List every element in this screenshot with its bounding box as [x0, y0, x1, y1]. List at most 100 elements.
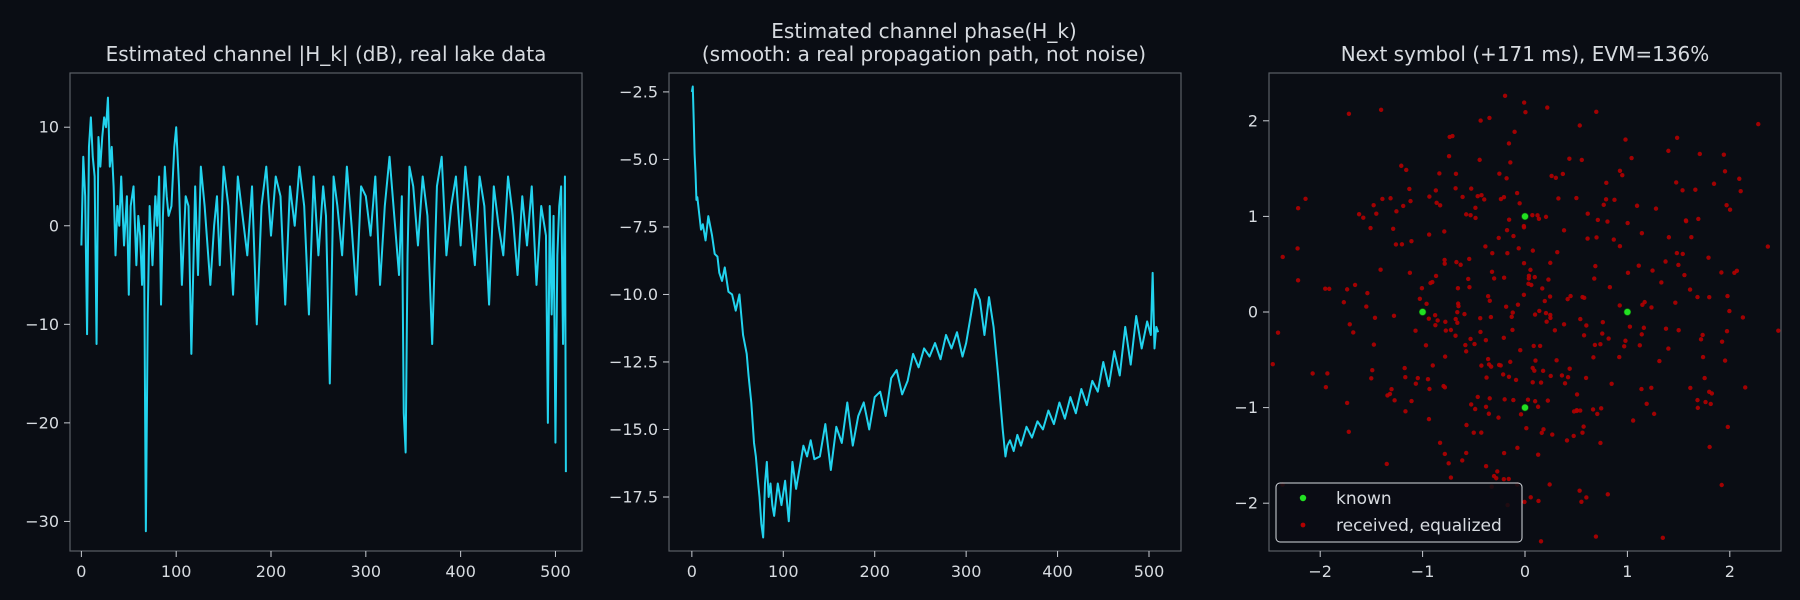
received-point	[1650, 268, 1655, 273]
received-point	[1663, 259, 1668, 264]
received-point	[1617, 244, 1623, 249]
received-point	[1700, 354, 1706, 360]
received-point	[1500, 372, 1506, 377]
received-point	[1310, 371, 1315, 376]
received-point	[1378, 107, 1384, 113]
received-point	[1530, 212, 1535, 218]
received-point	[1430, 363, 1435, 368]
received-point	[1391, 313, 1397, 319]
received-point	[1463, 342, 1468, 348]
received-point	[1496, 362, 1502, 368]
received-point	[1584, 323, 1589, 328]
received-point	[1600, 331, 1605, 336]
received-point	[1399, 242, 1405, 247]
received-point	[1583, 375, 1589, 381]
received-point	[1370, 367, 1375, 373]
received-point	[1595, 217, 1601, 223]
received-point	[1574, 392, 1580, 397]
known-point	[1521, 212, 1529, 221]
received-point	[1432, 313, 1438, 318]
received-point	[1607, 285, 1613, 290]
received-point	[1674, 180, 1679, 185]
received-point	[1403, 409, 1408, 414]
received-point	[1571, 433, 1576, 439]
received-point	[1496, 415, 1501, 420]
received-point	[1477, 157, 1482, 163]
received-point	[1443, 328, 1449, 333]
received-point	[1591, 355, 1596, 360]
received-point	[1683, 218, 1689, 224]
received-point	[1600, 320, 1606, 325]
received-point	[1455, 286, 1461, 291]
received-point	[1532, 399, 1538, 404]
received-point	[1404, 167, 1409, 173]
received-point	[1483, 338, 1489, 343]
received-point	[1485, 293, 1491, 299]
received-point	[1585, 236, 1590, 241]
received-point	[1463, 212, 1469, 217]
received-point	[1578, 316, 1583, 322]
received-point	[1532, 274, 1537, 280]
received-point	[1581, 424, 1586, 429]
received-point	[1680, 251, 1685, 257]
received-point	[1553, 175, 1559, 180]
received-point	[1437, 171, 1442, 176]
received-point	[1721, 152, 1727, 157]
received-point	[1435, 318, 1440, 323]
magnitude-y-tick-label: −10	[25, 315, 59, 334]
received-point	[1639, 230, 1645, 236]
received-point	[1674, 135, 1680, 140]
received-point	[1609, 381, 1614, 386]
received-point	[1473, 215, 1478, 221]
received-point	[1469, 186, 1474, 191]
received-point	[1369, 376, 1374, 381]
constellation-y-tick-label: 0	[1248, 303, 1258, 322]
received-point	[1441, 383, 1446, 389]
received-point	[1393, 242, 1399, 247]
received-point	[1640, 302, 1645, 307]
received-point	[1374, 211, 1379, 216]
received-point	[1673, 300, 1678, 305]
received-point	[1365, 290, 1370, 296]
received-point	[1708, 401, 1713, 407]
received-point	[1585, 211, 1590, 216]
received-point	[1530, 365, 1535, 371]
constellation-y-tick-label: −1	[1234, 398, 1258, 417]
received-point	[1468, 336, 1473, 342]
received-point	[1303, 196, 1308, 201]
received-point	[1536, 216, 1542, 222]
constellation-x-tick-label: 0	[1520, 562, 1530, 581]
received-point	[1639, 332, 1644, 337]
received-point	[1501, 450, 1507, 456]
received-point	[1409, 398, 1414, 404]
received-point	[1548, 373, 1553, 379]
received-point	[1448, 327, 1454, 333]
received-point	[1413, 381, 1419, 386]
received-point	[1478, 118, 1483, 123]
received-point	[1347, 322, 1352, 327]
received-point	[1442, 257, 1447, 263]
constellation-y-tick-label: 1	[1248, 207, 1258, 226]
received-point	[1555, 249, 1560, 255]
received-point	[1442, 354, 1448, 359]
received-point	[1592, 342, 1598, 348]
received-point	[1517, 201, 1522, 206]
received-point	[1651, 411, 1657, 417]
phase-y-tick-label: −2.5	[619, 82, 658, 101]
received-point	[1579, 499, 1584, 504]
received-point	[1722, 169, 1728, 174]
received-point	[1725, 424, 1731, 430]
received-point	[1466, 276, 1471, 282]
received-point	[1625, 270, 1631, 276]
received-point	[1536, 498, 1541, 504]
received-point	[1453, 316, 1458, 322]
received-point	[1346, 111, 1352, 116]
received-point	[1486, 362, 1492, 367]
received-point	[1478, 316, 1483, 321]
received-point	[1443, 319, 1448, 325]
constellation-plot-area	[1270, 93, 1781, 544]
received-point	[1504, 176, 1509, 181]
received-point	[1765, 244, 1771, 249]
received-point	[1464, 450, 1469, 456]
known-point	[1418, 308, 1427, 316]
